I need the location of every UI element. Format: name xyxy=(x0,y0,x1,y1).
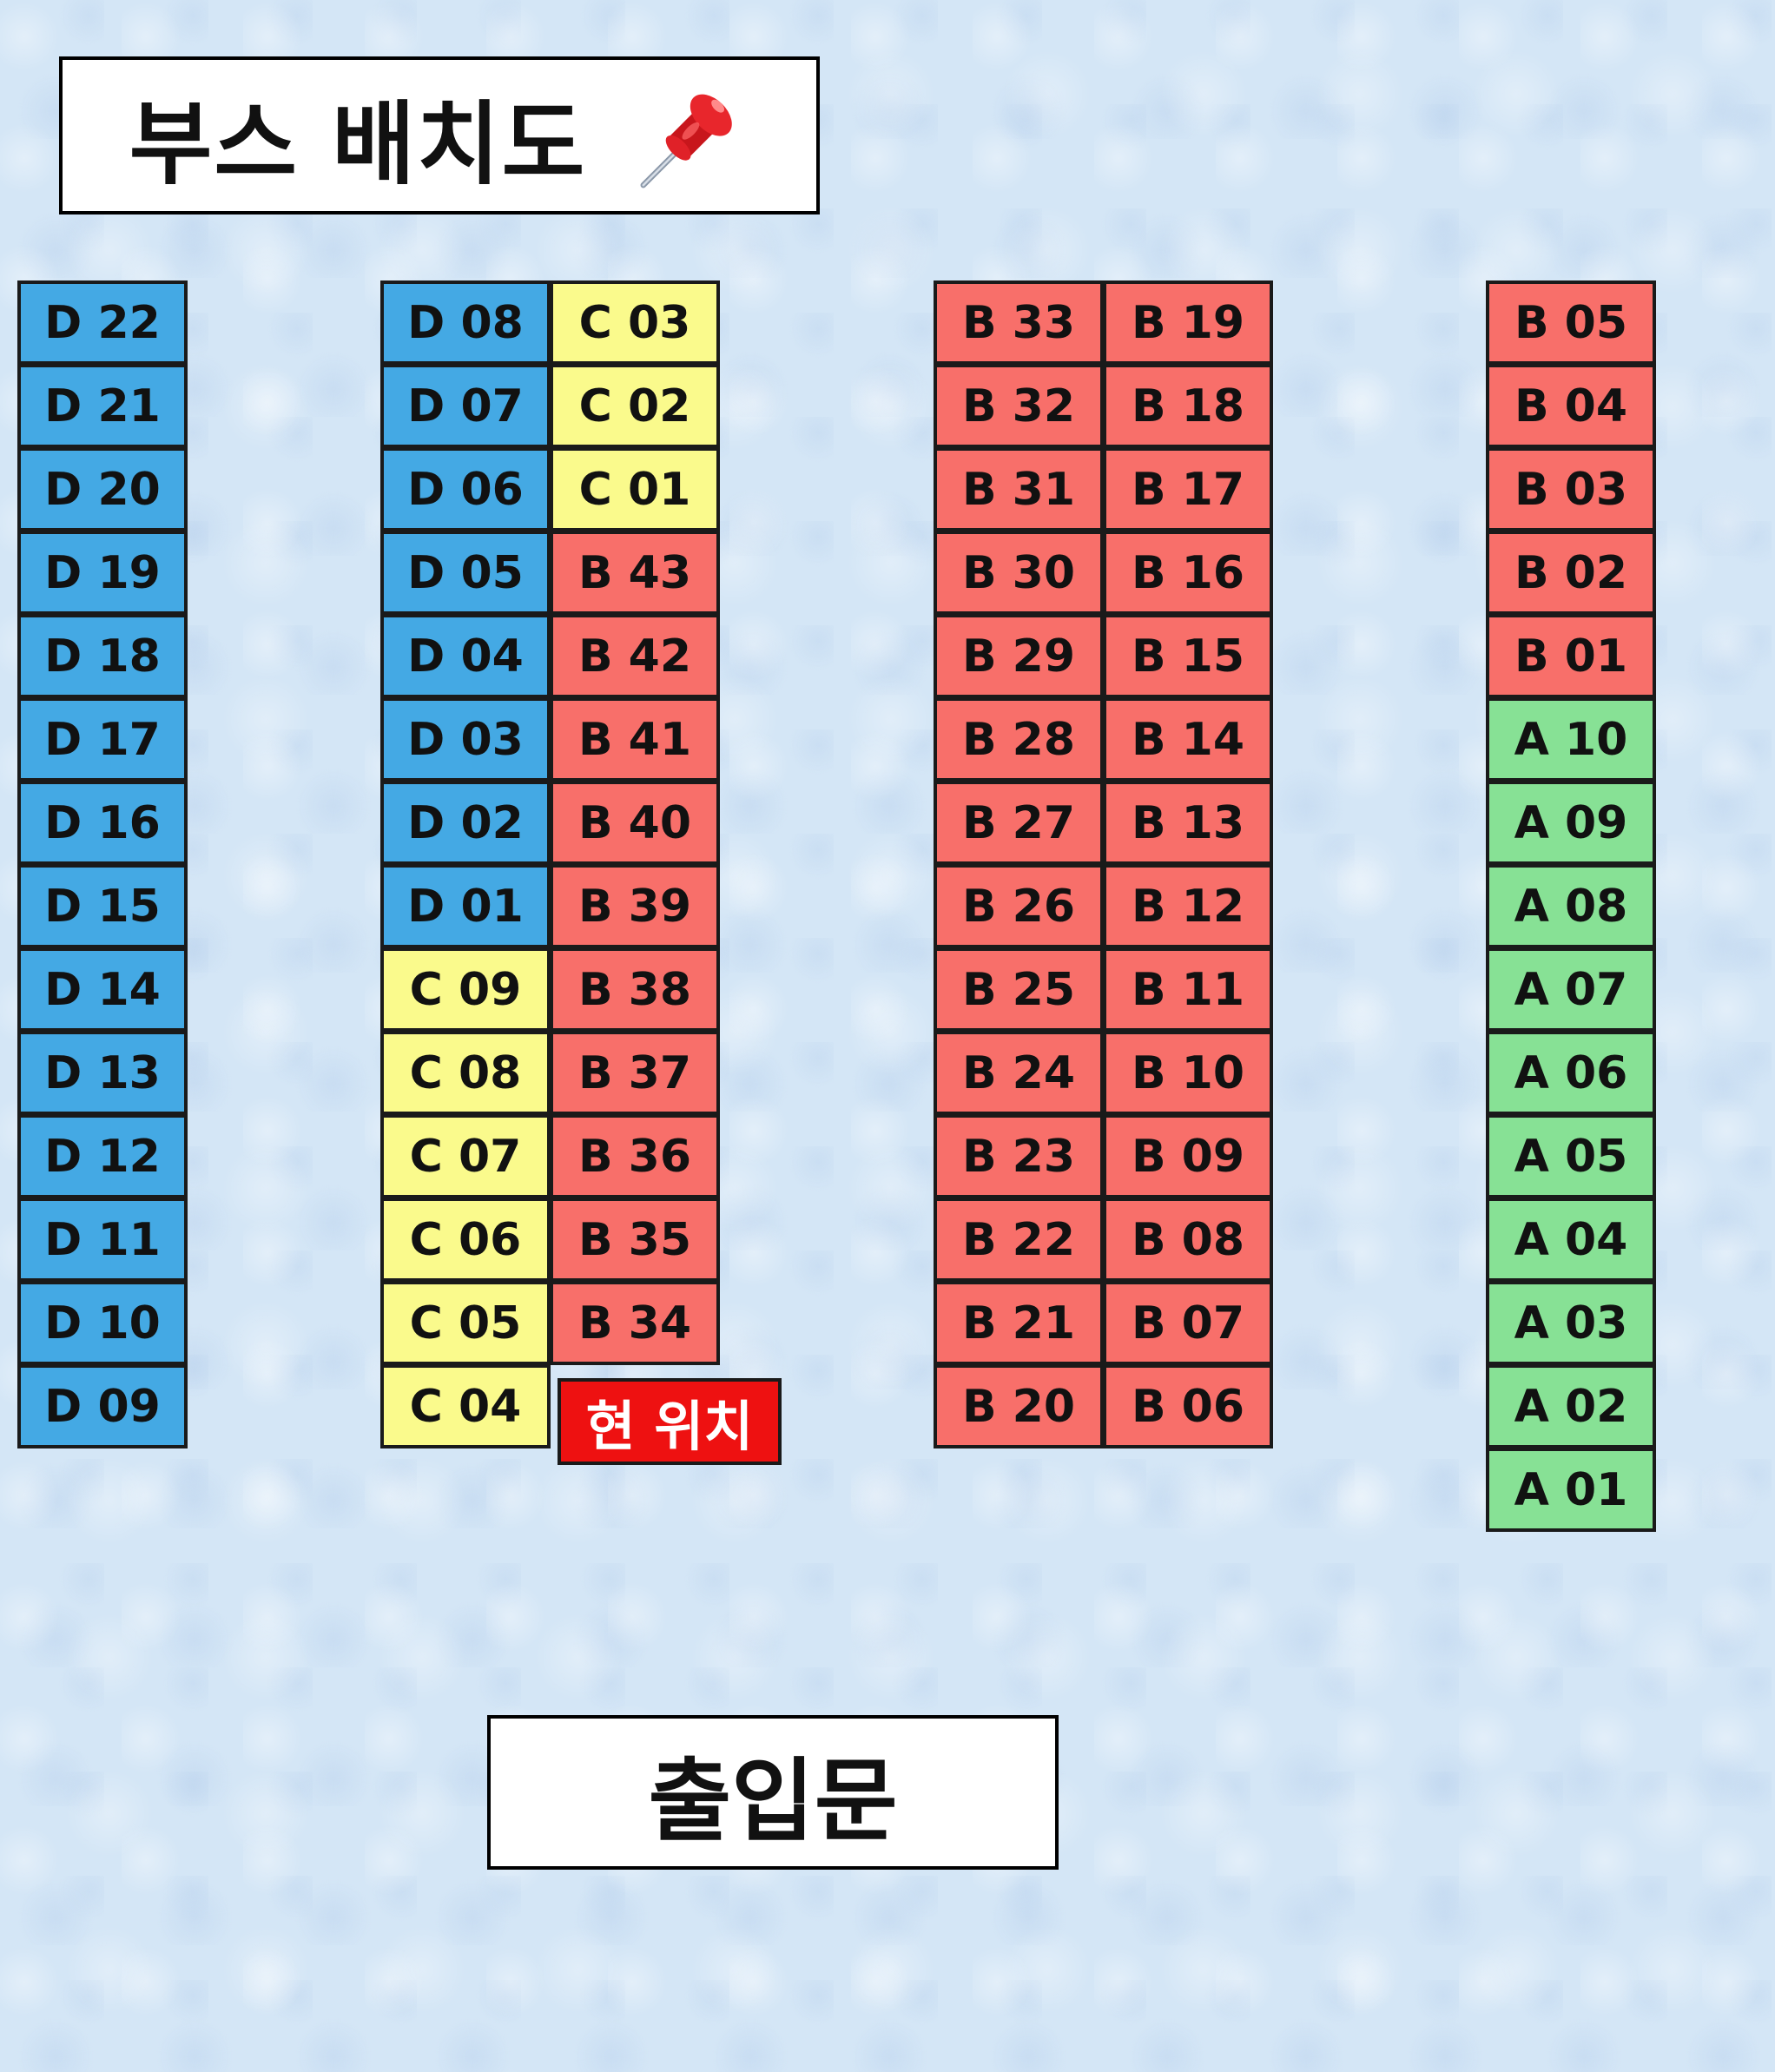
booth-b13[interactable]: B 13 xyxy=(1103,781,1273,865)
booth-c05[interactable]: C 05 xyxy=(380,1281,551,1365)
booth-b31[interactable]: B 31 xyxy=(934,447,1104,531)
booth-b14[interactable]: B 14 xyxy=(1103,697,1273,782)
booth-c08[interactable]: C 08 xyxy=(380,1031,551,1115)
booth-d16[interactable]: D 16 xyxy=(17,781,188,865)
booth-b28[interactable]: B 28 xyxy=(934,697,1104,782)
entrance-box: 출입문 xyxy=(487,1715,1059,1870)
booth-c04[interactable]: C 04 xyxy=(380,1364,551,1448)
booth-a08[interactable]: A 08 xyxy=(1486,864,1656,948)
booth-b34[interactable]: B 34 xyxy=(550,1281,720,1365)
booth-b23[interactable]: B 23 xyxy=(934,1114,1104,1198)
booth-c06[interactable]: C 06 xyxy=(380,1198,551,1282)
booth-b01[interactable]: B 01 xyxy=(1486,614,1656,698)
booth-d18[interactable]: D 18 xyxy=(17,614,188,698)
booth-c01[interactable]: C 01 xyxy=(550,447,720,531)
booth-b39[interactable]: B 39 xyxy=(550,864,720,948)
booth-a09[interactable]: A 09 xyxy=(1486,781,1656,865)
booth-a06[interactable]: A 06 xyxy=(1486,1031,1656,1115)
booth-b21[interactable]: B 21 xyxy=(934,1281,1104,1365)
booth-d04[interactable]: D 04 xyxy=(380,614,551,698)
booth-d14[interactable]: D 14 xyxy=(17,947,188,1032)
booth-d21[interactable]: D 21 xyxy=(17,364,188,448)
booth-b18[interactable]: B 18 xyxy=(1103,364,1273,448)
booth-b33[interactable]: B 33 xyxy=(934,280,1104,365)
booth-a07[interactable]: A 07 xyxy=(1486,947,1656,1032)
booth-c09[interactable]: C 09 xyxy=(380,947,551,1032)
entrance-label: 출입문 xyxy=(648,1747,898,1854)
booth-d17[interactable]: D 17 xyxy=(17,697,188,782)
booth-b27[interactable]: B 27 xyxy=(934,781,1104,865)
booth-d11[interactable]: D 11 xyxy=(17,1198,188,1282)
booth-a04[interactable]: A 04 xyxy=(1486,1198,1656,1282)
booth-d07[interactable]: D 07 xyxy=(380,364,551,448)
booth-d10[interactable]: D 10 xyxy=(17,1281,188,1365)
booth-d01[interactable]: D 01 xyxy=(380,864,551,948)
current-location-marker: 현 위치 xyxy=(558,1378,782,1465)
pushpin-icon xyxy=(640,94,733,188)
booth-a05[interactable]: A 05 xyxy=(1486,1114,1656,1198)
booth-d02[interactable]: D 02 xyxy=(380,781,551,865)
booth-b42[interactable]: B 42 xyxy=(550,614,720,698)
booth-b38[interactable]: B 38 xyxy=(550,947,720,1032)
booth-d03[interactable]: D 03 xyxy=(380,697,551,782)
booth-b40[interactable]: B 40 xyxy=(550,781,720,865)
booth-b24[interactable]: B 24 xyxy=(934,1031,1104,1115)
booth-a10[interactable]: A 10 xyxy=(1486,697,1656,782)
title-box: 부스 배치도 xyxy=(59,56,820,214)
booth-b07[interactable]: B 07 xyxy=(1103,1281,1273,1365)
booth-d08[interactable]: D 08 xyxy=(380,280,551,365)
booth-b05[interactable]: B 05 xyxy=(1486,280,1656,365)
booth-b19[interactable]: B 19 xyxy=(1103,280,1273,365)
booth-b35[interactable]: B 35 xyxy=(550,1198,720,1282)
booth-a01[interactable]: A 01 xyxy=(1486,1448,1656,1532)
booth-b11[interactable]: B 11 xyxy=(1103,947,1273,1032)
booth-b15[interactable]: B 15 xyxy=(1103,614,1273,698)
booth-b37[interactable]: B 37 xyxy=(550,1031,720,1115)
booth-b04[interactable]: B 04 xyxy=(1486,364,1656,448)
booth-b30[interactable]: B 30 xyxy=(934,531,1104,615)
booth-b25[interactable]: B 25 xyxy=(934,947,1104,1032)
booth-d09[interactable]: D 09 xyxy=(17,1364,188,1448)
booth-a03[interactable]: A 03 xyxy=(1486,1281,1656,1365)
booth-d20[interactable]: D 20 xyxy=(17,447,188,531)
booth-b43[interactable]: B 43 xyxy=(550,531,720,615)
booth-b06[interactable]: B 06 xyxy=(1103,1364,1273,1448)
booth-d06[interactable]: D 06 xyxy=(380,447,551,531)
booth-b03[interactable]: B 03 xyxy=(1486,447,1656,531)
booth-c03[interactable]: C 03 xyxy=(550,280,720,365)
booth-c02[interactable]: C 02 xyxy=(550,364,720,448)
booth-b10[interactable]: B 10 xyxy=(1103,1031,1273,1115)
booth-b26[interactable]: B 26 xyxy=(934,864,1104,948)
booth-b20[interactable]: B 20 xyxy=(934,1364,1104,1448)
booth-b29[interactable]: B 29 xyxy=(934,614,1104,698)
booth-c07[interactable]: C 07 xyxy=(380,1114,551,1198)
booth-b32[interactable]: B 32 xyxy=(934,364,1104,448)
booth-b16[interactable]: B 16 xyxy=(1103,531,1273,615)
booth-d12[interactable]: D 12 xyxy=(17,1114,188,1198)
booth-d05[interactable]: D 05 xyxy=(380,531,551,615)
booth-a02[interactable]: A 02 xyxy=(1486,1364,1656,1448)
booth-b36[interactable]: B 36 xyxy=(550,1114,720,1198)
booth-b41[interactable]: B 41 xyxy=(550,697,720,782)
booth-d15[interactable]: D 15 xyxy=(17,864,188,948)
booth-d13[interactable]: D 13 xyxy=(17,1031,188,1115)
booth-b02[interactable]: B 02 xyxy=(1486,531,1656,615)
booth-d19[interactable]: D 19 xyxy=(17,531,188,615)
booth-b12[interactable]: B 12 xyxy=(1103,864,1273,948)
booth-b09[interactable]: B 09 xyxy=(1103,1114,1273,1198)
current-location-label: 현 위치 xyxy=(585,1395,754,1458)
booth-b17[interactable]: B 17 xyxy=(1103,447,1273,531)
booth-b22[interactable]: B 22 xyxy=(934,1198,1104,1282)
booth-d22[interactable]: D 22 xyxy=(17,280,188,365)
map-title: 부스 배치도 xyxy=(129,90,587,197)
booth-b08[interactable]: B 08 xyxy=(1103,1198,1273,1282)
